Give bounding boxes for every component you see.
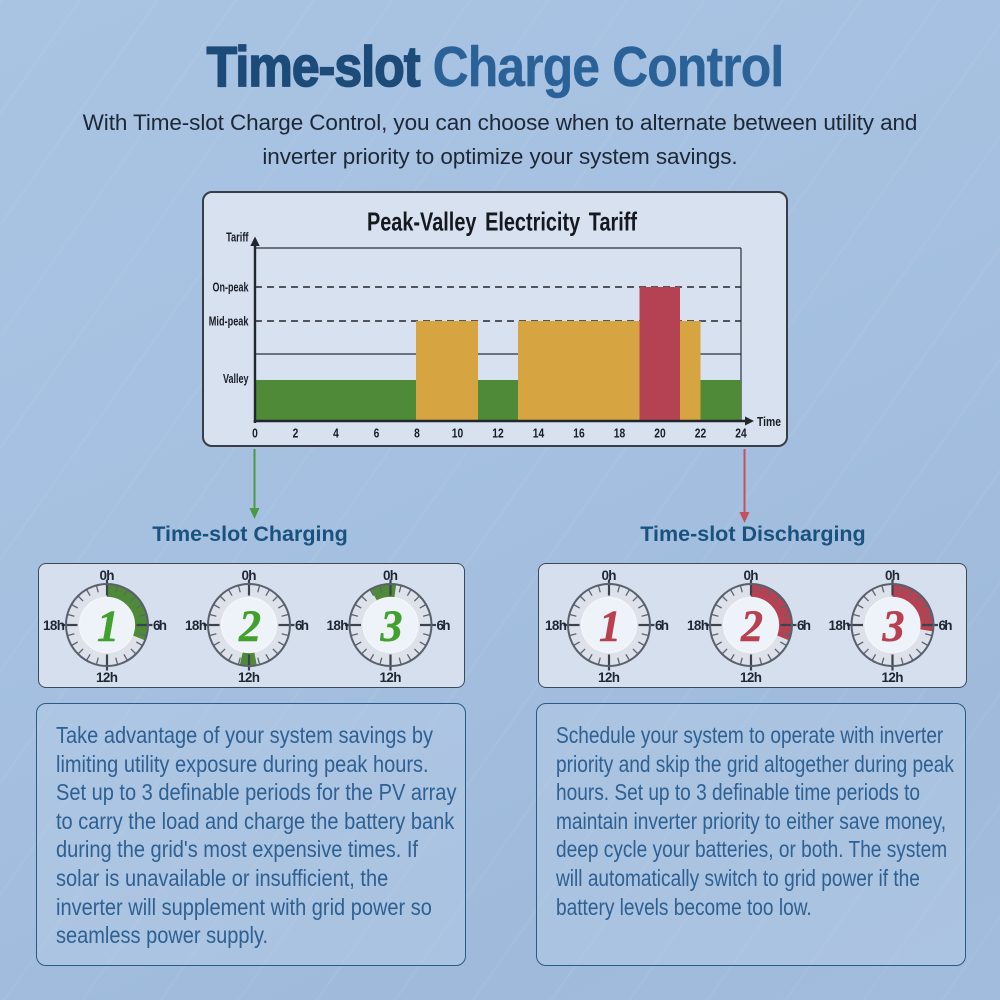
svg-text:22: 22 xyxy=(695,428,706,441)
svg-text:12h: 12h xyxy=(598,670,620,685)
svg-text:18h: 18h xyxy=(43,618,65,633)
svg-text:Valley: Valley xyxy=(223,373,248,387)
svg-text:14: 14 xyxy=(533,428,545,441)
svg-text:3: 3 xyxy=(380,602,403,651)
svg-text:Peak-Valley Electricity Tariff: Peak-Valley Electricity Tariff xyxy=(367,207,637,236)
svg-text:6h: 6h xyxy=(797,618,811,633)
svg-text:20: 20 xyxy=(654,428,665,441)
svg-text:6h: 6h xyxy=(939,618,953,633)
svg-text:18: 18 xyxy=(614,428,625,441)
svg-text:12: 12 xyxy=(492,428,503,441)
svg-text:6h: 6h xyxy=(295,618,309,633)
svg-text:6h: 6h xyxy=(655,618,669,633)
svg-text:18h: 18h xyxy=(327,618,349,633)
svg-text:10: 10 xyxy=(452,428,463,441)
svg-text:0h: 0h xyxy=(885,568,900,583)
svg-text:18h: 18h xyxy=(829,618,851,633)
svg-text:Time: Time xyxy=(757,416,781,429)
svg-text:0: 0 xyxy=(252,428,258,441)
svg-text:18h: 18h xyxy=(687,618,709,633)
svg-text:0h: 0h xyxy=(100,568,115,583)
svg-text:12h: 12h xyxy=(380,670,402,685)
svg-text:1: 1 xyxy=(599,602,621,651)
svg-text:Tariff: Tariff xyxy=(226,231,249,245)
svg-text:18h: 18h xyxy=(545,618,567,633)
svg-text:12h: 12h xyxy=(740,670,762,685)
svg-text:12h: 12h xyxy=(882,670,904,685)
svg-text:6: 6 xyxy=(374,428,380,441)
svg-text:On-peak: On-peak xyxy=(213,281,250,295)
svg-text:4: 4 xyxy=(333,428,339,441)
svg-text:8: 8 xyxy=(414,428,420,441)
svg-text:18h: 18h xyxy=(185,618,207,633)
svg-text:6h: 6h xyxy=(153,618,167,633)
svg-text:12h: 12h xyxy=(96,670,118,685)
svg-text:6h: 6h xyxy=(437,618,451,633)
svg-text:1: 1 xyxy=(97,602,119,651)
svg-text:3: 3 xyxy=(882,602,905,651)
svg-text:0h: 0h xyxy=(602,568,617,583)
svg-text:2: 2 xyxy=(740,602,763,651)
svg-text:2: 2 xyxy=(238,602,261,651)
svg-text:0h: 0h xyxy=(242,568,257,583)
svg-text:0h: 0h xyxy=(744,568,759,583)
svg-text:24: 24 xyxy=(735,428,747,441)
svg-text:12h: 12h xyxy=(238,670,260,685)
svg-text:16: 16 xyxy=(573,428,584,441)
svg-text:Mid-peak: Mid-peak xyxy=(209,315,249,329)
svg-text:0h: 0h xyxy=(383,568,398,583)
svg-text:2: 2 xyxy=(293,428,299,441)
